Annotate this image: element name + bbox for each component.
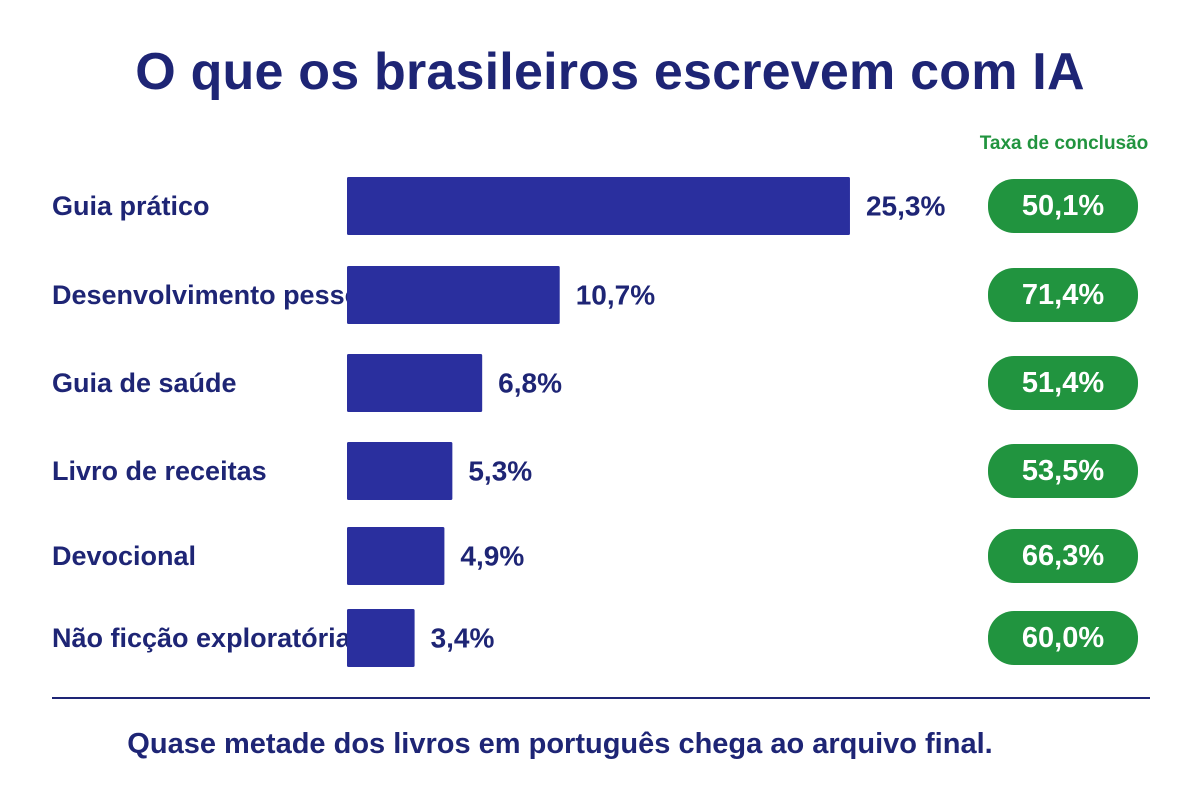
bar-value-label: 5,3% (468, 456, 532, 487)
completion-rate-header: Taxa de conclusão (979, 133, 1149, 154)
completion-rate-label: 60,0% (1022, 622, 1104, 654)
completion-rate-pill (988, 529, 1138, 583)
bar-value-label: 6,8% (498, 368, 562, 399)
completion-rate-pill (988, 356, 1138, 410)
chart-title: O que os brasileiros escrevem com IA (135, 43, 1085, 101)
bar (347, 527, 445, 585)
completion-rate-pill (988, 179, 1138, 233)
category-label: Guia prático (52, 191, 210, 221)
bar (347, 177, 850, 235)
bar-value-label: 3,4% (431, 623, 495, 654)
completion-rate-pill (988, 444, 1138, 498)
completion-rate-label: 53,5% (1022, 455, 1104, 487)
category-label: Desenvolvimento pessoal (52, 280, 384, 310)
completion-rate-label: 51,4% (1022, 367, 1104, 399)
category-label: Guia de saúde (52, 368, 237, 398)
completion-rate-label: 71,4% (1022, 279, 1104, 311)
category-label: Devocional (52, 541, 196, 571)
completion-rate-label: 66,3% (1022, 540, 1104, 572)
bar (347, 609, 415, 667)
completion-rate-label: 50,1% (1022, 190, 1104, 222)
bar-value-label: 25,3% (866, 191, 945, 222)
bar (347, 354, 483, 412)
completion-rate-pill (988, 268, 1138, 322)
category-label: Livro de receitas (52, 456, 267, 486)
divider-line (52, 697, 1150, 699)
completion-rate-pill (988, 611, 1138, 665)
bar (347, 442, 453, 500)
category-label: Não ficção exploratória (52, 623, 352, 653)
bar-value-label: 10,7% (576, 280, 655, 311)
footer-note: Quase metade dos livros em português che… (127, 728, 993, 760)
bar (347, 266, 560, 324)
bar-value-label: 4,9% (460, 541, 524, 572)
